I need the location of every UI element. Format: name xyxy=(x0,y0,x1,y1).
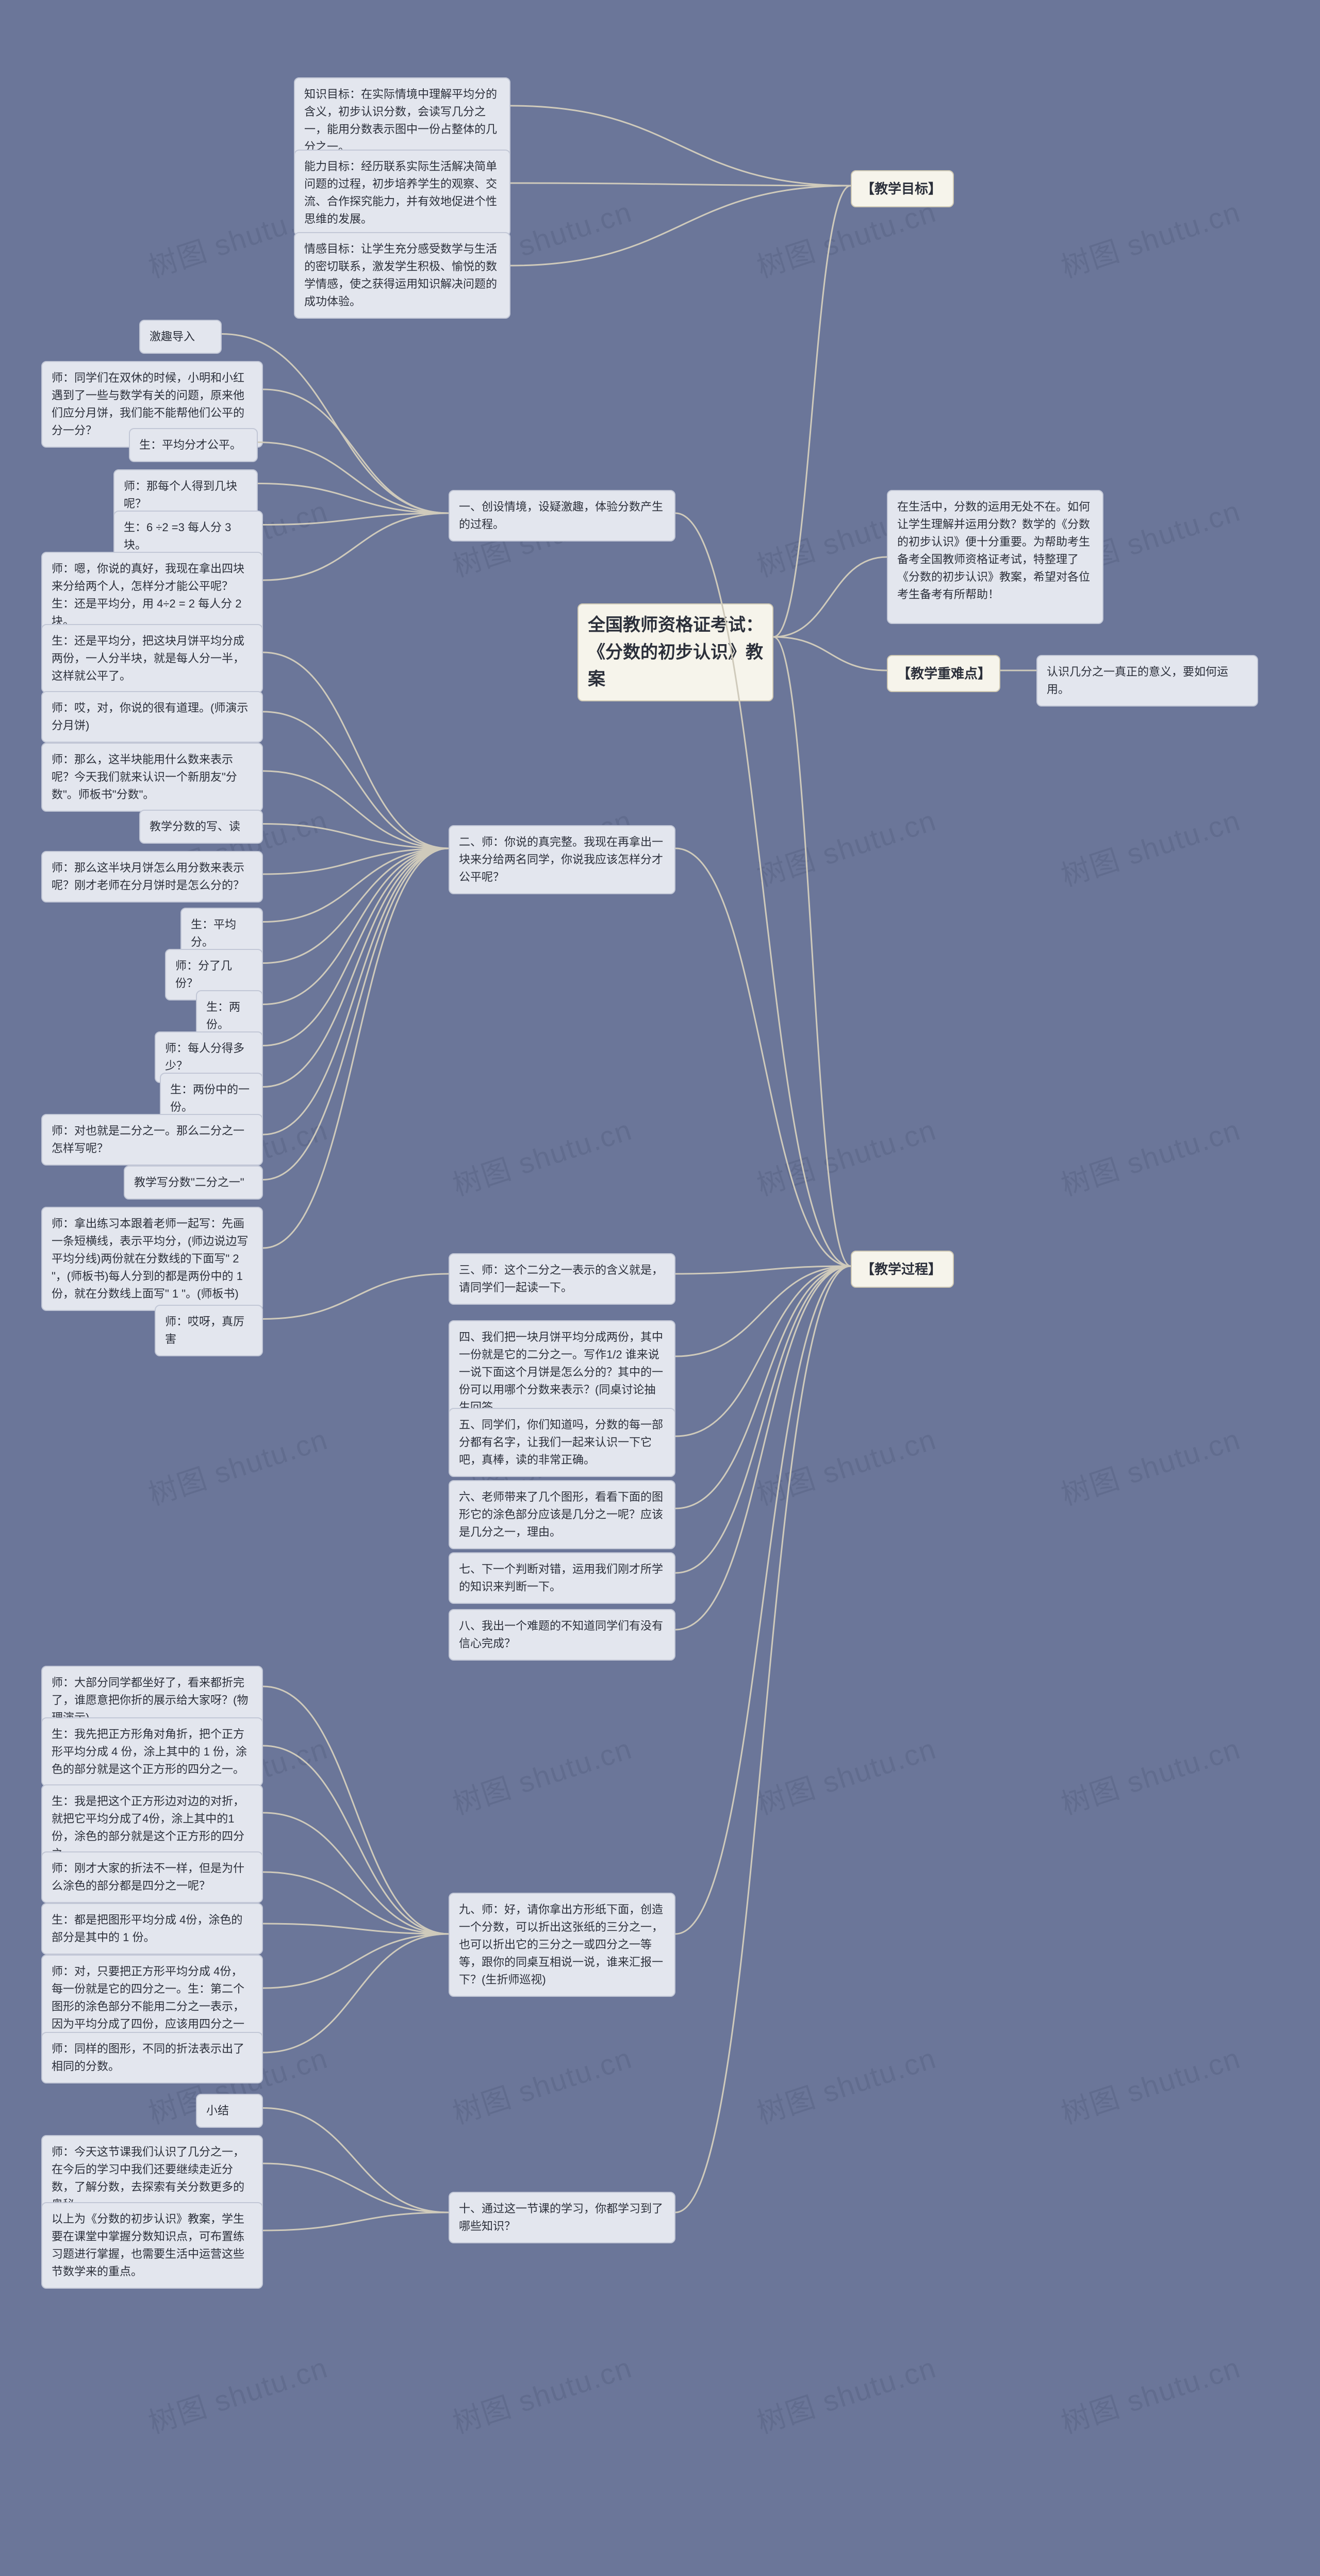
watermark: 树图 shutu.cn xyxy=(1055,2344,1245,2442)
watermark: 树图 shutu.cn xyxy=(751,2035,941,2132)
mindmap-node[interactable]: 师：哎，对，你说的很有道理。(师演示分月饼) xyxy=(41,691,263,743)
watermark: 树图 shutu.cn xyxy=(751,1107,941,1204)
mindmap-node[interactable]: 生：还是平均分，把这块月饼平均分成两份，一人分半块，就是每人分一半，这样就公平了… xyxy=(41,624,263,693)
connector xyxy=(263,652,449,848)
mindmap-node[interactable]: 一、创设情境，设疑激趣，体验分数产生的过程。 xyxy=(449,490,675,542)
watermark: 树图 shutu.cn xyxy=(1055,2035,1245,2132)
watermark: 树图 shutu.cn xyxy=(447,2344,637,2442)
mindmap-node[interactable]: 能力目标：经历联系实际生活解决简单问题的过程，初步培养学生的观察、交流、合作探究… xyxy=(294,150,510,236)
mindmap-node[interactable]: 师：那么，这半块能用什么数来表示呢？今天我们就来认识一个新朋友"分数"。师板书"… xyxy=(41,743,263,812)
connector xyxy=(263,848,449,1180)
mindmap-node[interactable]: 六、老师带来了几个图形，看看下面的图形它的涂色部分应该是几分之一呢？应该是几分之… xyxy=(449,1480,675,1549)
watermark: 树图 shutu.cn xyxy=(1055,189,1245,286)
connector xyxy=(675,1266,851,1630)
connector xyxy=(258,484,449,514)
connector xyxy=(263,2163,449,2212)
connector xyxy=(263,1924,449,1934)
connector xyxy=(263,2212,449,2230)
connector xyxy=(263,848,449,1046)
connector xyxy=(263,389,449,513)
connector xyxy=(675,1266,851,2212)
watermark: 树图 shutu.cn xyxy=(142,1416,333,1514)
mindmap-node[interactable]: 激趣导入 xyxy=(139,320,222,354)
watermark: 树图 shutu.cn xyxy=(751,1416,941,1514)
connector xyxy=(263,848,449,1005)
mindmap-node[interactable]: 师：那么这半块月饼怎么用分数来表示呢？刚才老师在分月饼时是怎么分的？ xyxy=(41,851,263,903)
connector xyxy=(263,1686,449,1934)
connector xyxy=(263,848,449,1248)
watermark: 树图 shutu.cn xyxy=(447,1726,637,1823)
connector xyxy=(263,513,449,525)
connector xyxy=(675,1266,851,1934)
connector xyxy=(510,186,851,266)
watermark: 树图 shutu.cn xyxy=(751,1726,941,1823)
connector xyxy=(510,183,851,186)
connector xyxy=(263,2108,449,2213)
mindmap-node[interactable]: 认识几分之一真正的意义，要如何运用。 xyxy=(1036,655,1258,707)
connector xyxy=(263,1934,449,2053)
mindmap-node[interactable]: 生：都是把图形平均分成 4份，涂色的部分是其中的 1 份。 xyxy=(41,1903,263,1955)
watermark: 树图 shutu.cn xyxy=(751,2344,941,2442)
connector xyxy=(263,848,449,922)
connector xyxy=(675,1266,851,1356)
connector xyxy=(258,442,449,514)
mindmap-node[interactable]: 师：同样的图形，不同的折法表示出了相同的分数。 xyxy=(41,2032,263,2083)
watermark: 树图 shutu.cn xyxy=(751,797,941,895)
mindmap-node[interactable]: 七、下一个判断对错，运用我们刚才所学的知识来判断一下。 xyxy=(449,1552,675,1604)
mindmap-node[interactable]: 【教学重难点】 xyxy=(887,655,1000,692)
mindmap-node[interactable]: 师：拿出练习本跟着老师一起写：先画一条短横线，表示平均分，(师边说边写平均分线)… xyxy=(41,1207,263,1311)
mindmap-node[interactable]: 生：我先把正方形角对角折，把个正方形平均分成 4 份，涂上其中的 1 份，涂色的… xyxy=(41,1717,263,1786)
connector xyxy=(773,637,887,670)
connector xyxy=(675,1266,851,1573)
connector xyxy=(263,848,449,1087)
mindmap-node[interactable]: 情感目标：让学生充分感受数学与生活的密切联系，激发学生积极、愉悦的数学情感，使之… xyxy=(294,232,510,319)
connector xyxy=(773,186,851,637)
mindmap-node[interactable]: 以上为《分数的初步认识》教案，学生要在课堂中掌握分数知识点，可布置练习题进行掌握… xyxy=(41,2202,263,2289)
connector xyxy=(773,637,851,1266)
mindmap-node[interactable]: 【教学目标】 xyxy=(851,170,954,207)
mindmap-node[interactable]: 【教学过程】 xyxy=(851,1251,954,1288)
connector xyxy=(263,513,449,580)
mindmap-node[interactable]: 教学写分数"二分之一" xyxy=(124,1166,263,1200)
mindmap-node[interactable]: 生：平均分才公平。 xyxy=(129,428,258,462)
mindmap-node[interactable]: 十、通过这一节课的学习，你都学习到了哪些知识？ xyxy=(449,2192,675,2243)
watermark: 树图 shutu.cn xyxy=(142,2344,333,2442)
watermark: 树图 shutu.cn xyxy=(447,2035,637,2132)
connector xyxy=(263,1813,449,1934)
mindmap-canvas: 树图 shutu.cn 树图 shutu.cn 树图 shutu.cn 树图 shut… xyxy=(0,0,1320,2576)
watermark: 树图 shutu.cn xyxy=(1055,1416,1245,1514)
connector xyxy=(675,1266,851,1274)
connector xyxy=(263,712,449,848)
connector xyxy=(773,557,887,637)
mindmap-node[interactable]: 师：刚才大家的折法不一样，但是为什么涂色的部分都是四分之一呢？ xyxy=(41,1851,263,1903)
mindmap-node[interactable]: 在生活中，分数的运用无处不在。如何让学生理解并运用分数？数学的《分数的初步认识》… xyxy=(887,490,1103,624)
mindmap-node[interactable]: 二、师：你说的真完整。我现在再拿出一块来分给两名同学，你说我应该怎样分才公平呢？ xyxy=(449,825,675,894)
connector xyxy=(675,848,851,1266)
watermark: 树图 shutu.cn xyxy=(1055,1726,1245,1823)
connector xyxy=(263,1746,449,1934)
mindmap-node[interactable]: 九、师：好，请你拿出方形纸下面，创造一个分数，可以折出这张纸的三分之一，也可以折… xyxy=(449,1893,675,1997)
connector xyxy=(263,1274,449,1319)
connector xyxy=(263,771,449,848)
connector xyxy=(263,824,449,849)
connector xyxy=(675,1266,851,1436)
connector xyxy=(675,1266,851,1508)
watermark: 树图 shutu.cn xyxy=(1055,797,1245,895)
connector xyxy=(263,848,449,874)
watermark: 树图 shutu.cn xyxy=(447,1107,637,1204)
mindmap-node[interactable]: 全国教师资格证考试：《分数的初步认识》教案 xyxy=(578,603,773,701)
connector xyxy=(263,848,449,1135)
mindmap-node[interactable]: 五、同学们，你们知道吗，分数的每一部分都有名字，让我们一起来认识一下它吧，真棒，… xyxy=(449,1408,675,1477)
mindmap-node[interactable]: 小结 xyxy=(196,2094,263,2128)
mindmap-node[interactable]: 八、我出一个难题的不知道同学们有没有信心完成？ xyxy=(449,1609,675,1661)
mindmap-node[interactable]: 师：哎呀，真厉害 xyxy=(155,1305,263,1356)
connector xyxy=(263,1872,449,1934)
connector xyxy=(510,106,851,186)
mindmap-node[interactable]: 师：对也就是二分之一。那么二分之一怎样写呢？ xyxy=(41,1114,263,1166)
mindmap-node[interactable]: 三、师：这个二分之一表示的含义就是，请同学们一起读一下。 xyxy=(449,1253,675,1305)
watermark: 树图 shutu.cn xyxy=(1055,1107,1245,1204)
mindmap-node[interactable]: 教学分数的写、读 xyxy=(139,810,263,844)
connector xyxy=(263,1934,449,1988)
connector xyxy=(263,848,449,963)
